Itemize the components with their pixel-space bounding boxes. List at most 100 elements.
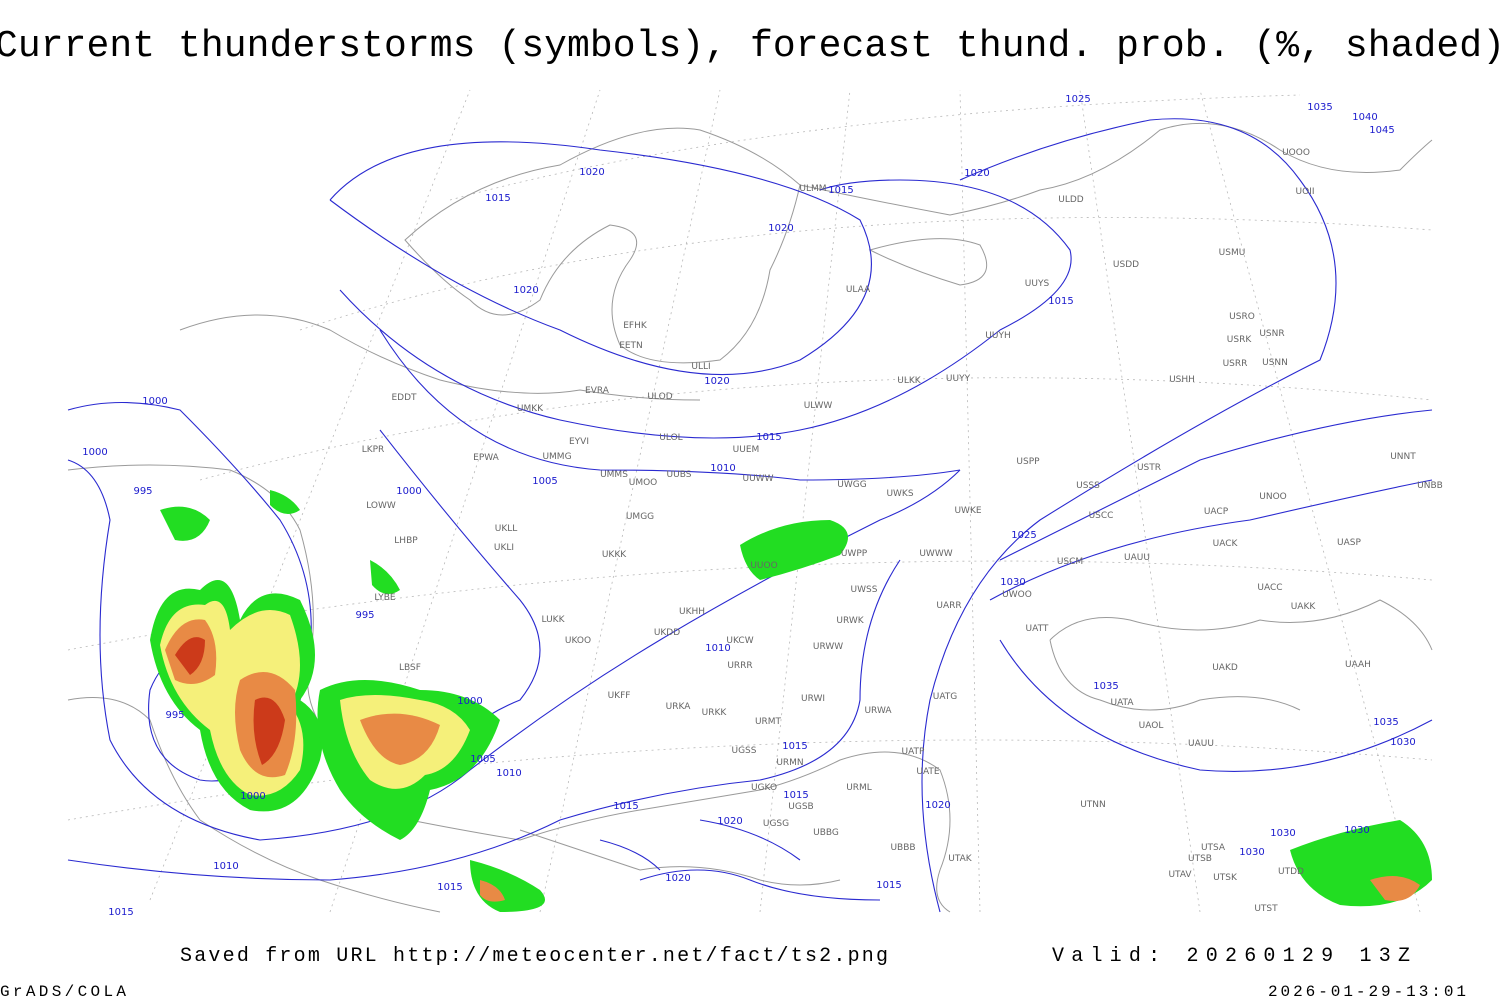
station-code: URWW bbox=[813, 642, 843, 652]
station-code: USCC bbox=[1089, 511, 1114, 521]
station-code: URMN bbox=[776, 758, 803, 768]
station-code: UKOO bbox=[565, 636, 591, 646]
station-code: UNNT bbox=[1390, 452, 1416, 462]
isobar-label: 1015 bbox=[108, 907, 133, 918]
station-code: UTDD bbox=[1278, 867, 1304, 877]
station-code: UKKK bbox=[602, 550, 627, 560]
isobar-label: 1030 bbox=[1390, 737, 1415, 748]
valid-time: Valid: 20260129 13Z bbox=[1052, 945, 1410, 968]
station-code: ULKK bbox=[897, 376, 922, 386]
station-code: USRR bbox=[1223, 359, 1248, 369]
station-code: USNR bbox=[1259, 329, 1284, 339]
isobar-label: 1030 bbox=[1239, 847, 1264, 858]
station-code: URWI bbox=[801, 694, 825, 704]
station-code: UATA bbox=[1110, 698, 1134, 708]
station-code: UAUU bbox=[1124, 553, 1150, 563]
software: GrADS/COLA bbox=[0, 983, 126, 1000]
station-code: UUYY bbox=[946, 374, 971, 384]
isobar-label: 1015 bbox=[876, 880, 901, 891]
isobar-label: 1010 bbox=[213, 861, 238, 872]
station-code: URRR bbox=[727, 661, 752, 671]
isobar-label: 1035 bbox=[1093, 681, 1118, 692]
isobar-label: 1015 bbox=[437, 882, 462, 893]
station-code: ULMM bbox=[799, 184, 826, 194]
title: Current thunderstorms (symbols), forecas… bbox=[0, 25, 1500, 68]
station-code: UMMG bbox=[542, 452, 571, 462]
station-code: USCM bbox=[1057, 557, 1083, 567]
isobar-label: 1025 bbox=[1065, 94, 1090, 105]
station-code: UKFF bbox=[608, 691, 631, 701]
isobar-label: 1000 bbox=[457, 696, 482, 707]
station-code: UWPP bbox=[841, 549, 868, 559]
station-code: UTST bbox=[1254, 904, 1278, 914]
isobar-label: 1005 bbox=[532, 476, 557, 487]
station-code: EYVI bbox=[569, 437, 589, 447]
station-code: UATE bbox=[916, 767, 940, 777]
station-code: UKHH bbox=[679, 607, 705, 617]
isobar-label: 1020 bbox=[579, 167, 604, 178]
station-code: USHH bbox=[1169, 375, 1195, 385]
station-code: EETN bbox=[619, 341, 643, 351]
station-code: UTAK bbox=[948, 854, 973, 864]
isobar-label: 1030 bbox=[1000, 577, 1025, 588]
station-code: UKCW bbox=[726, 636, 753, 646]
station-code: UAKK bbox=[1291, 602, 1317, 612]
station-code: USRO bbox=[1229, 312, 1255, 322]
station-code: EPWA bbox=[473, 453, 500, 463]
station-code: LUKK bbox=[542, 615, 566, 625]
station-code: UKDD bbox=[654, 628, 680, 638]
station-code: UMOO bbox=[629, 478, 658, 488]
station-code: UWGG bbox=[837, 480, 866, 490]
station-code: UTSA bbox=[1201, 843, 1226, 853]
station-code: UGSG bbox=[763, 819, 789, 829]
station-code: UNOO bbox=[1259, 492, 1287, 502]
isobar-label: 1020 bbox=[964, 168, 989, 179]
station-code: UUOO bbox=[750, 561, 777, 571]
isobar-label: 1025 bbox=[1011, 530, 1036, 541]
isobar-label: 1000 bbox=[142, 396, 167, 407]
isobar-label: 1045 bbox=[1369, 125, 1394, 136]
station-code: URKA bbox=[666, 702, 692, 712]
station-code: UKLI bbox=[494, 543, 514, 553]
station-code: LYBE bbox=[374, 593, 395, 603]
station-code: LOWW bbox=[366, 501, 396, 511]
isobar-label: 1030 bbox=[1344, 825, 1369, 836]
isobar-label: 1015 bbox=[828, 185, 853, 196]
station-code: EDDT bbox=[391, 393, 417, 403]
isobar-label: 1015 bbox=[756, 432, 781, 443]
station-code: URMT bbox=[755, 717, 782, 727]
isobar-label: 1030 bbox=[1270, 828, 1295, 839]
isobar-label: 995 bbox=[355, 610, 374, 621]
isobar-label: 1035 bbox=[1373, 717, 1398, 728]
isobar-label: 1015 bbox=[782, 741, 807, 752]
station-code: UASP bbox=[1337, 538, 1361, 548]
isobar-label: 1015 bbox=[783, 790, 808, 801]
isobar-label: 1010 bbox=[710, 463, 735, 474]
isobar-label: 1015 bbox=[1048, 296, 1073, 307]
station-code: UMKK bbox=[517, 404, 544, 414]
isobar-label: 1020 bbox=[704, 376, 729, 387]
station-code: UWKE bbox=[954, 506, 981, 516]
station-code: LBSF bbox=[399, 663, 421, 673]
station-code: UGKO bbox=[751, 783, 777, 793]
station-code: UWWW bbox=[919, 549, 952, 559]
station-code: USNN bbox=[1262, 358, 1288, 368]
station-code: USMU bbox=[1219, 248, 1246, 258]
station-code: UTSK bbox=[1213, 873, 1238, 883]
station-code: URML bbox=[846, 783, 872, 793]
station-code: UACP bbox=[1204, 507, 1229, 517]
coastlines bbox=[67, 122, 1433, 913]
station-code: UACC bbox=[1257, 583, 1282, 593]
station-code: URWA bbox=[864, 706, 892, 716]
station-code: ULOD bbox=[647, 392, 672, 402]
station-code: UWOO bbox=[1002, 590, 1032, 600]
station-code: UAUU bbox=[1188, 739, 1214, 749]
station-code: UACK bbox=[1213, 539, 1239, 549]
station-code: UAOL bbox=[1139, 721, 1164, 731]
isobar-label: 1015 bbox=[613, 801, 638, 812]
timestamp: 2026-01-29-13:01 bbox=[1268, 983, 1466, 1000]
isobar-label: 1010 bbox=[705, 643, 730, 654]
station-code: UAKD bbox=[1212, 663, 1238, 673]
station-code: USRK bbox=[1227, 335, 1253, 345]
